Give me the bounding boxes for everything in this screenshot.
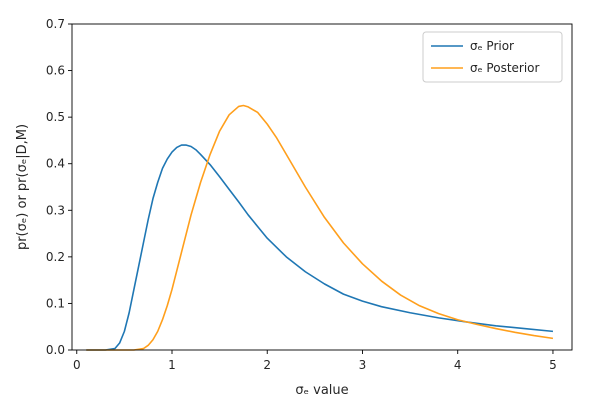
y-tick-label: 0.7	[46, 17, 65, 31]
series-line-1	[86, 104, 554, 351]
x-tick-label: 1	[168, 358, 176, 372]
legend: σₑ Prior σₑ Posterior	[422, 31, 563, 83]
legend-label: σₑ Posterior	[470, 61, 540, 75]
legend-box	[422, 31, 563, 83]
y-tick-label: 0.4	[46, 157, 65, 171]
x-axis: 0 1 2 3 4 5	[73, 350, 557, 372]
x-axis-label: σₑ value	[295, 383, 348, 398]
y-tick-label: 0.3	[46, 203, 65, 217]
x-tick-label: 5	[549, 358, 557, 372]
series-line-0	[86, 144, 554, 351]
x-tick-label: 2	[263, 358, 271, 372]
legend-label: σₑ Prior	[470, 39, 514, 53]
y-axis: 0.0 0.1 0.2 0.3 0.4 0.5 0.6 0.7	[46, 17, 72, 357]
y-tick-label: 0.2	[46, 250, 65, 264]
x-tick-label: 3	[359, 358, 367, 372]
series-layer	[86, 104, 554, 351]
y-tick-label: 0.6	[46, 64, 65, 78]
plot-frame	[71, 23, 573, 351]
y-tick-label: 0.1	[46, 296, 65, 310]
x-tick-label: 0	[73, 358, 81, 372]
y-tick-label: 0.5	[46, 110, 65, 124]
y-axis-label: pr(σₑ) or pr(σₑ|D,M)	[15, 124, 30, 250]
x-tick-label: 4	[454, 358, 462, 372]
y-tick-label: 0.0	[46, 343, 65, 357]
